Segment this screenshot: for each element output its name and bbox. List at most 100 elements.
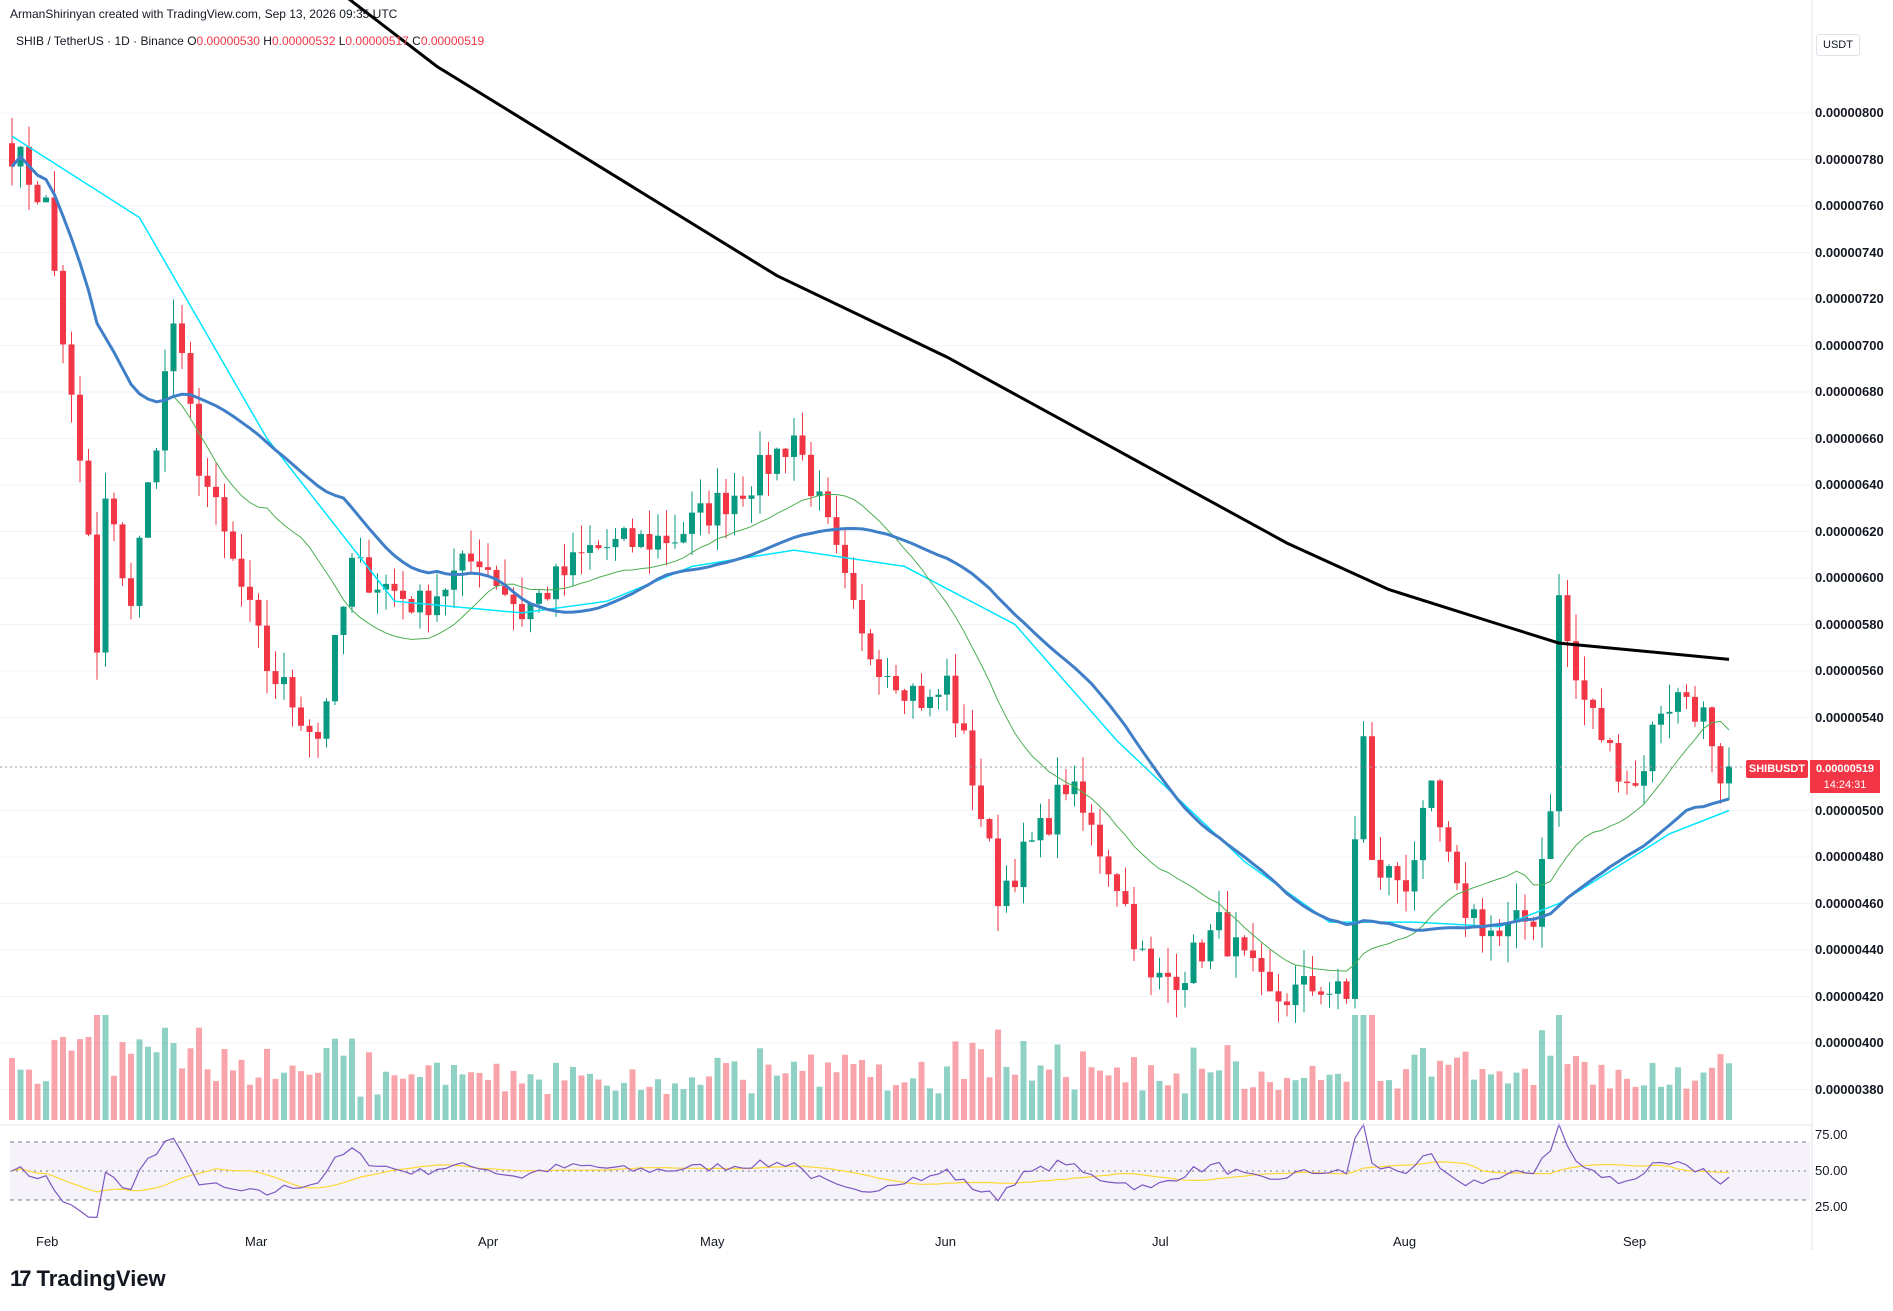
volume-bar: [1641, 1085, 1647, 1120]
volume-bar: [1318, 1079, 1324, 1120]
candle-body: [1292, 984, 1299, 1006]
volume-bar: [1284, 1077, 1290, 1120]
candle-body: [374, 589, 381, 593]
candle-body: [1377, 859, 1384, 878]
volume-bar: [1233, 1061, 1239, 1120]
volume-bar: [1173, 1073, 1180, 1120]
candle-body: [714, 492, 721, 526]
volume-bar: [85, 1037, 92, 1120]
last-price-pair: SHIBUSDT: [1746, 760, 1808, 778]
candle-body: [612, 538, 619, 548]
volume-bar: [1717, 1054, 1724, 1120]
volume-bar: [544, 1093, 551, 1120]
candle-body: [1105, 856, 1112, 875]
volume-bar: [323, 1047, 330, 1120]
volume-bar: [978, 1049, 984, 1120]
candle-body: [306, 725, 313, 733]
candle-body: [757, 454, 763, 496]
volume-bar: [969, 1042, 976, 1120]
volume-bar: [459, 1074, 466, 1120]
candle-body: [1683, 692, 1690, 697]
volume-bar: [1029, 1080, 1035, 1120]
volume-bar: [434, 1062, 440, 1120]
volume-bar: [1539, 1030, 1545, 1120]
volume-bar: [578, 1075, 585, 1120]
candle-body: [264, 625, 270, 672]
price-tick-label: 0.00000580: [1815, 616, 1884, 632]
candle-body: [68, 344, 75, 395]
volume-bar: [697, 1084, 704, 1120]
volume-bar: [332, 1038, 338, 1120]
candle-body: [1241, 937, 1248, 951]
currency-button[interactable]: USDT: [1816, 34, 1860, 56]
candle-body: [774, 448, 780, 474]
volume-bar: [1063, 1076, 1069, 1120]
candle-body: [1505, 922, 1511, 937]
volume-bar: [502, 1091, 508, 1120]
volume-bar: [655, 1079, 661, 1120]
tradingview-logo-text: TradingView: [36, 1266, 166, 1291]
candle-body: [1114, 874, 1120, 892]
candle-body: [1020, 841, 1027, 888]
volume-bar: [1020, 1041, 1027, 1120]
candle-body: [1156, 972, 1163, 978]
candle-body: [1326, 993, 1333, 995]
volume-bar: [1105, 1075, 1112, 1120]
time-tick-label: May: [700, 1234, 725, 1249]
volume-bar: [808, 1054, 814, 1120]
candle-body: [731, 495, 738, 515]
volume-bar: [1683, 1088, 1690, 1120]
candle-body: [859, 600, 865, 634]
volume-bar: [383, 1071, 389, 1120]
volume-bar: [255, 1077, 262, 1120]
volume-bar: [1564, 1064, 1571, 1120]
candle-body: [1318, 991, 1324, 995]
candle-body: [808, 454, 814, 497]
candle-body: [1335, 981, 1341, 994]
volume-bar: [213, 1081, 219, 1120]
time-tick-label: Apr: [478, 1234, 499, 1249]
candle-body: [1445, 827, 1452, 852]
volume-bar: [1386, 1080, 1392, 1120]
candle-body: [349, 557, 355, 607]
candle-body: [935, 694, 942, 697]
volume-bar: [672, 1083, 678, 1120]
candle-body: [1454, 851, 1460, 884]
volume-bar: [1471, 1079, 1477, 1120]
candle-body: [1369, 736, 1375, 860]
price-tick-label: 0.00000480: [1815, 849, 1884, 864]
last-price-value: 0.00000519: [1810, 760, 1880, 778]
volume-bar: [1139, 1090, 1146, 1120]
volume-bar: [128, 1053, 134, 1120]
volume-bar: [706, 1076, 712, 1120]
volume-bar: [1309, 1065, 1316, 1120]
candle-body: [1556, 595, 1562, 812]
candle-body: [867, 633, 874, 660]
candle-body: [544, 592, 551, 600]
volume-bar: [1666, 1084, 1673, 1120]
candle-body: [170, 323, 177, 372]
candle-body: [833, 517, 840, 545]
volume-bar: [910, 1078, 916, 1120]
volume-bar: [638, 1089, 644, 1120]
candle-body: [1165, 972, 1171, 977]
candle-body: [102, 498, 109, 653]
volume-bar: [901, 1082, 908, 1120]
candle-body: [255, 599, 262, 626]
volume-bar: [1190, 1047, 1197, 1120]
candle-body: [289, 677, 296, 708]
volume-bar: [34, 1083, 41, 1120]
rsi-tick-label: 25.00: [1815, 1199, 1848, 1215]
sma-20-line: [11, 155, 1730, 972]
candle-body: [1012, 880, 1018, 888]
volume-bar: [1394, 1088, 1401, 1120]
volume-bar: [561, 1080, 568, 1120]
rsi-tick-label: 50.00: [1815, 1163, 1848, 1178]
volume-bar: [944, 1066, 950, 1120]
volume-bar: [1403, 1069, 1409, 1120]
candle-body: [323, 701, 330, 739]
candle-body: [1284, 1001, 1290, 1006]
tradingview-logo[interactable]: 17 TradingView: [10, 1266, 166, 1292]
candle-body: [1216, 912, 1222, 931]
